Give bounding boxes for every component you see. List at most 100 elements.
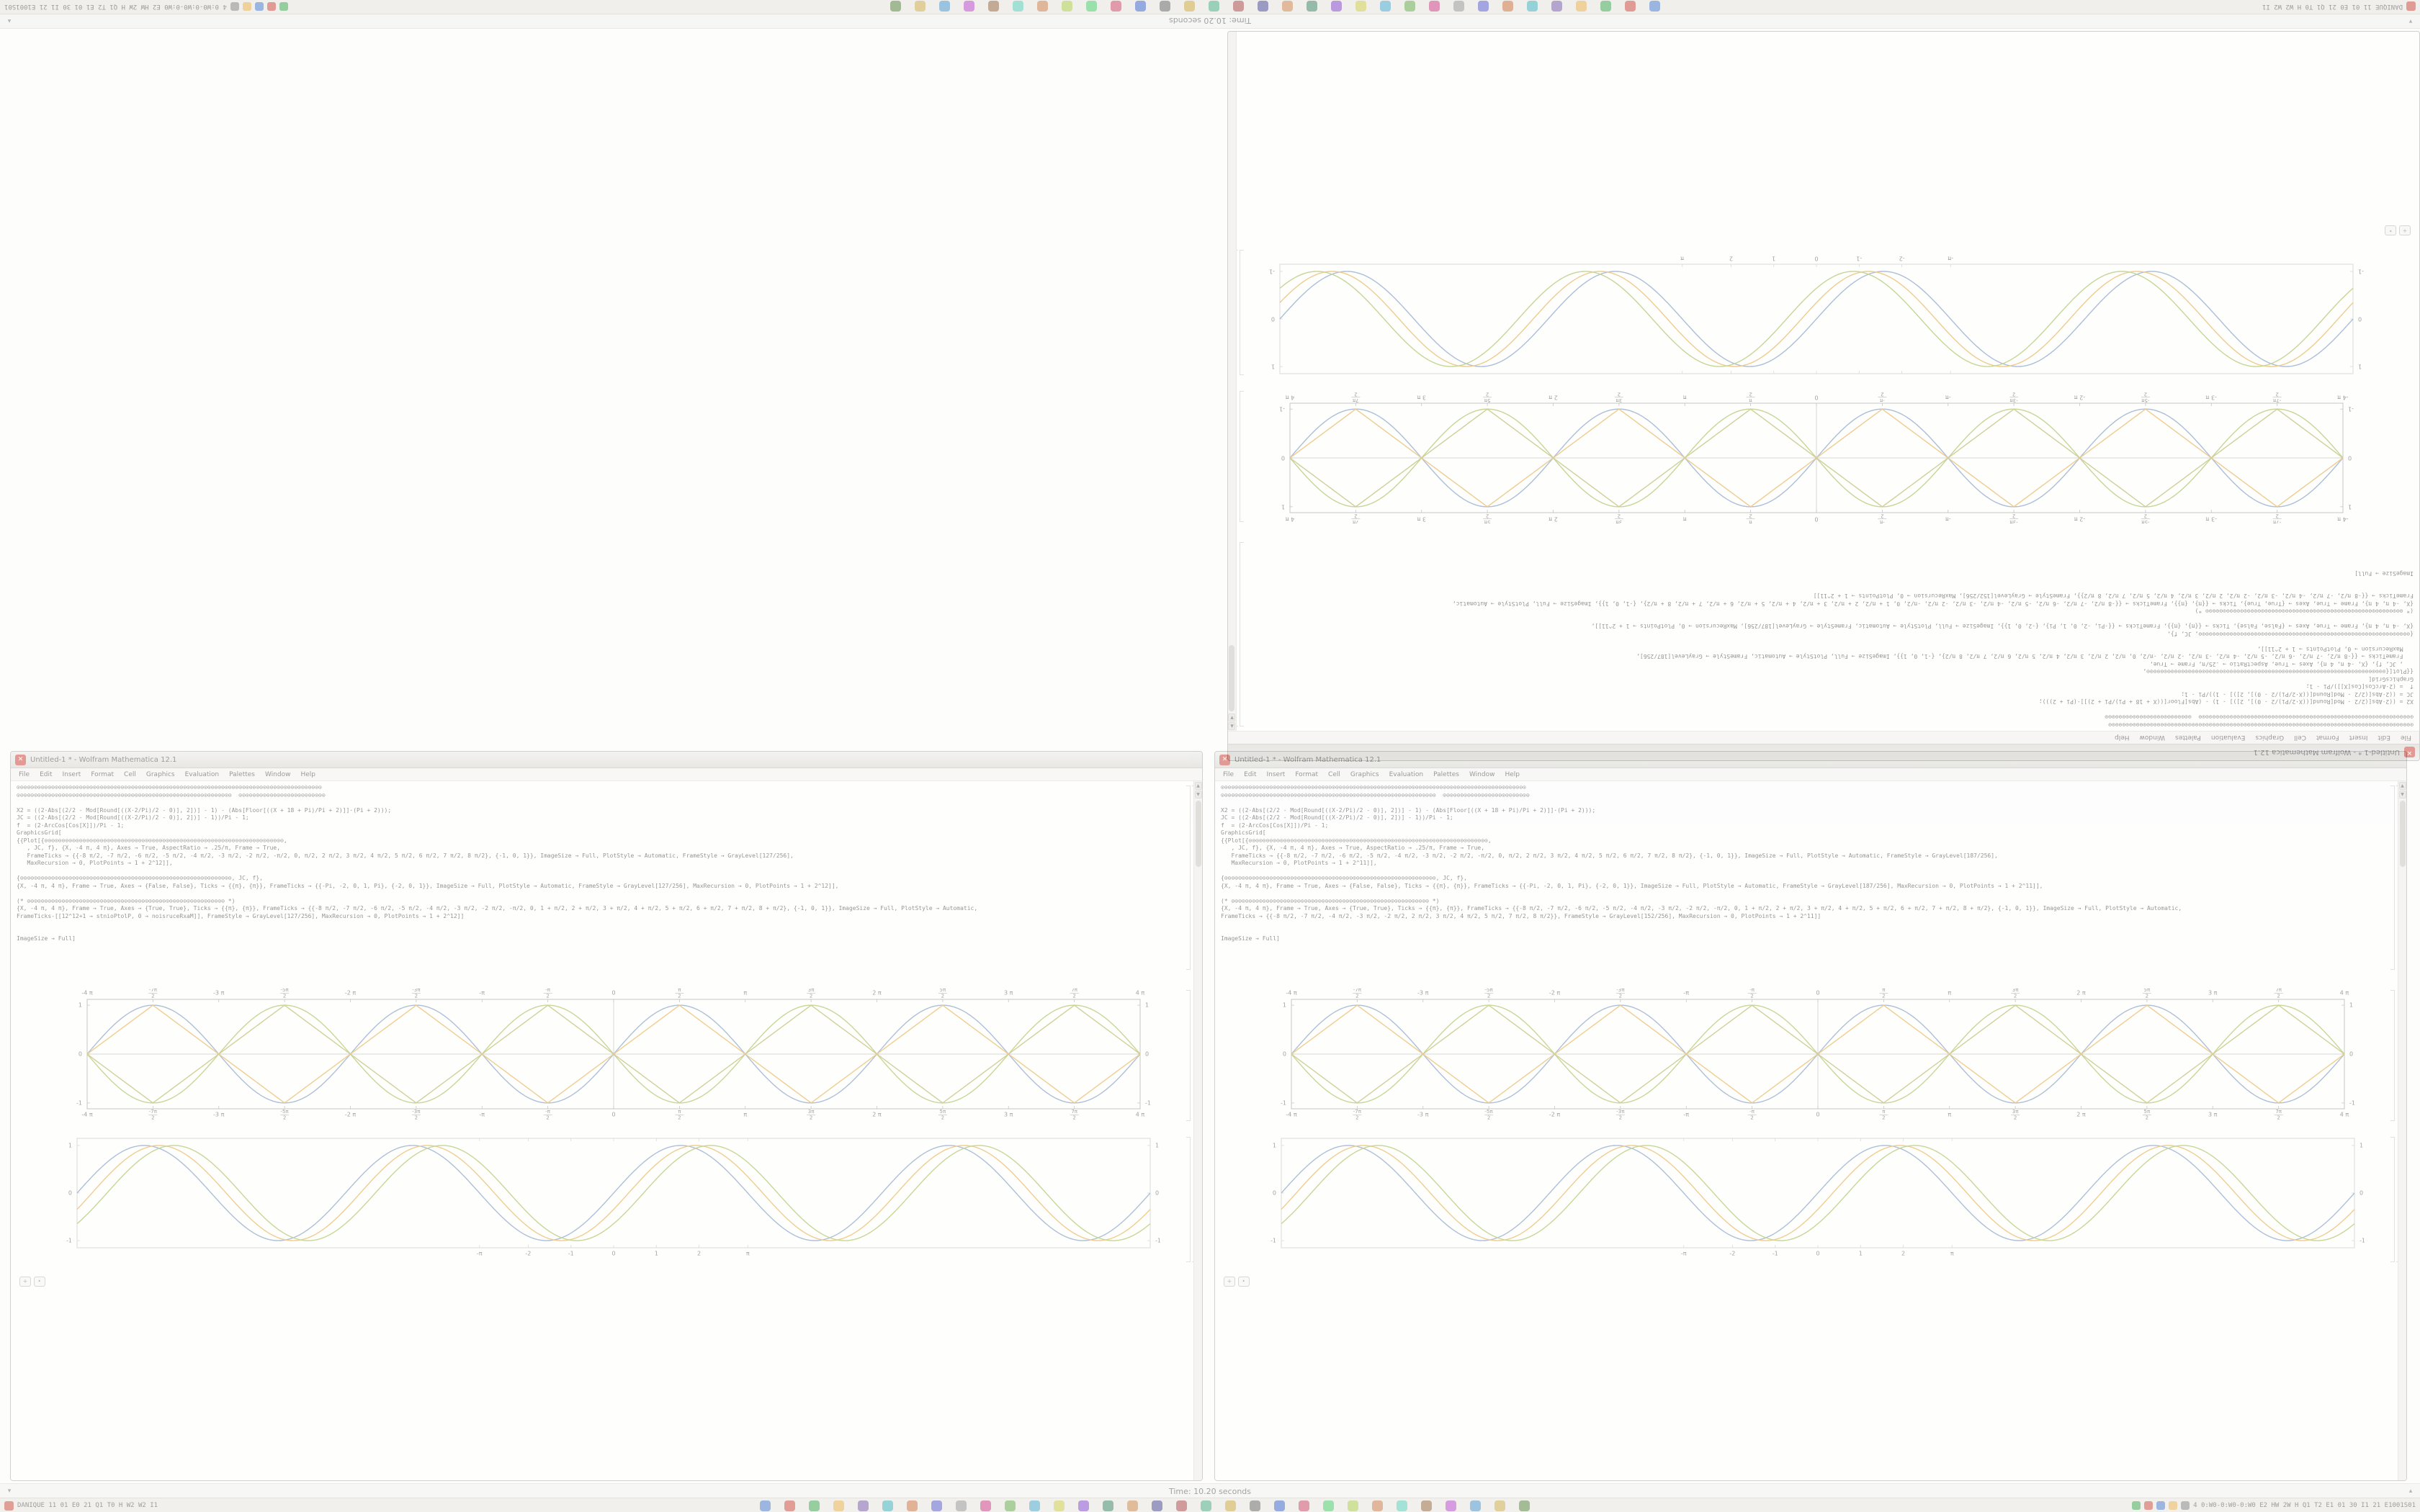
mathematica-window-left[interactable]: ✕ Untitled-1 * - Wolfram Mathematica 12.… (10, 751, 1203, 1481)
workspace-icon[interactable] (4, 1500, 14, 1511)
menu-format[interactable]: Format (1295, 770, 1319, 778)
tick-label: 3π (808, 989, 815, 993)
taskbar-app-icon[interactable] (1054, 1500, 1065, 1511)
taskbar-app-icon[interactable] (956, 1500, 967, 1511)
titlebar[interactable]: ✕ Untitled-1 * - Wolfram Mathematica 12.… (1215, 752, 2406, 768)
tray-icon[interactable] (2144, 1501, 2154, 1510)
code-line (1221, 799, 2385, 807)
close-button[interactable]: ✕ (1219, 754, 1230, 765)
taskbar-app-icon[interactable] (1470, 1500, 1482, 1511)
menu-palettes[interactable]: Palettes (229, 770, 255, 778)
menu-insert[interactable]: Insert (62, 770, 81, 778)
taskbar-app-icon[interactable] (907, 1500, 918, 1511)
cell-options-button[interactable]: ‣ (1238, 1277, 1250, 1287)
tick-label: 3π (808, 1109, 815, 1115)
cell-insert-button[interactable]: + (19, 1277, 31, 1287)
vertical-scrollbar[interactable]: ▲ ▼ (2398, 781, 2406, 1480)
menu-help[interactable]: Help (1505, 770, 1520, 778)
status-bar: ▾ Time: 10.20 seconds ▴ (0, 1483, 2420, 1498)
taskbar-app-icon[interactable] (1029, 1500, 1041, 1511)
taskbar-app-icon[interactable] (1494, 1500, 1506, 1511)
cell-bracket-plot2[interactable] (1186, 1137, 1191, 1262)
cell-insert-button[interactable]: + (1224, 1277, 1235, 1287)
code-cell[interactable]: ⊙⊙⊙⊙⊙⊙⊙⊙⊙⊙⊙⊙⊙⊙⊙⊙⊙⊙⊙⊙⊙⊙⊙⊙⊙⊙⊙⊙⊙⊙⊙⊙⊙⊙⊙⊙⊙⊙⊙⊙… (1221, 784, 2385, 970)
status-left-glyph[interactable]: ▾ (7, 1488, 12, 1495)
taskbar-app-icon[interactable] (784, 1500, 796, 1511)
taskbar-app-icon[interactable] (1201, 1500, 1212, 1511)
menu-palettes[interactable]: Palettes (1433, 770, 1459, 778)
tick-label: π (1882, 989, 1886, 993)
menu-evaluation[interactable]: Evaluation (1389, 770, 1424, 778)
scrollbar-down-button[interactable]: ▼ (2398, 791, 2406, 798)
taskbar-app-icon[interactable] (1421, 1500, 1433, 1511)
taskbar-app-icon[interactable] (760, 1500, 771, 1511)
code-line (17, 799, 1180, 807)
cell-bracket-code[interactable] (2390, 786, 2395, 970)
taskbar-app-icon[interactable] (1250, 1500, 1261, 1511)
tray-icon[interactable] (2181, 1501, 2190, 1510)
tick-label: 2 (2146, 994, 2148, 999)
taskbar-app-icon[interactable] (1519, 1500, 1531, 1511)
menu-evaluation[interactable]: Evaluation (184, 770, 220, 778)
cell-options-button[interactable]: ‣ (34, 1277, 45, 1287)
close-button[interactable]: ✕ (15, 754, 26, 765)
taskbar-app-icon[interactable] (1299, 1500, 1310, 1511)
taskbar-app-icon[interactable] (1274, 1500, 1286, 1511)
menu-file[interactable]: File (19, 770, 30, 778)
tray-icon[interactable] (2156, 1501, 2166, 1510)
tray-icon[interactable] (2132, 1501, 2141, 1510)
tick-label: -π (479, 1112, 485, 1118)
taskbar-app-icon[interactable] (858, 1500, 869, 1511)
code-cell[interactable]: ⊙⊙⊙⊙⊙⊙⊙⊙⊙⊙⊙⊙⊙⊙⊙⊙⊙⊙⊙⊙⊙⊙⊙⊙⊙⊙⊙⊙⊙⊙⊙⊙⊙⊙⊙⊙⊙⊙⊙⊙… (17, 784, 1180, 970)
tick-label: 0 (611, 1251, 615, 1257)
mathematica-window-right[interactable]: ✕ Untitled-1 * - Wolfram Mathematica 12.… (1214, 751, 2407, 1481)
taskbar-app-icon[interactable] (931, 1500, 943, 1511)
cell-bracket-plot1[interactable] (1186, 990, 1191, 1121)
taskbar-app-icon[interactable] (833, 1500, 845, 1511)
titlebar[interactable]: ✕ Untitled-1 * - Wolfram Mathematica 12.… (11, 752, 1202, 768)
cell-bracket-plot1[interactable] (2390, 990, 2395, 1121)
menu-graphics[interactable]: Graphics (1350, 770, 1379, 778)
taskbar-app-icon[interactable] (809, 1500, 820, 1511)
taskbar-app-icon[interactable] (1103, 1500, 1114, 1511)
menu-format[interactable]: Format (91, 770, 115, 778)
scrollbar-thumb[interactable] (2399, 801, 2406, 867)
menu-graphics[interactable]: Graphics (145, 770, 175, 778)
tick-label: -2 π (345, 1112, 357, 1118)
scrollbar-down-button[interactable]: ▼ (1194, 791, 1202, 798)
taskbar-app-icon[interactable] (882, 1500, 894, 1511)
code-line (1221, 868, 2385, 876)
menu-window[interactable]: Window (264, 770, 291, 778)
taskbar-app-icon[interactable] (1323, 1500, 1335, 1511)
taskbar-app-icon[interactable] (1397, 1500, 1408, 1511)
scrollbar-up-button[interactable]: ▲ (2398, 782, 2406, 790)
taskbar-app-icon[interactable] (1372, 1500, 1384, 1511)
tick-label: -1 (1773, 1251, 1778, 1257)
taskbar-app-icon[interactable] (1348, 1500, 1359, 1511)
taskbar-app-icon[interactable] (1176, 1500, 1188, 1511)
menu-cell[interactable]: Cell (1328, 770, 1340, 778)
status-right-glyph[interactable]: ▴ (2408, 1488, 2413, 1495)
taskbar-app-icon[interactable] (1225, 1500, 1237, 1511)
tick-label: 3 π (1004, 990, 1013, 996)
scrollbar-up-button[interactable]: ▲ (1194, 782, 1202, 790)
taskbar-app-icon[interactable] (1127, 1500, 1139, 1511)
taskbar-app-icon[interactable] (980, 1500, 992, 1511)
taskbar-app-icon[interactable] (1152, 1500, 1163, 1511)
cell-bracket-code[interactable] (1186, 786, 1191, 970)
menu-file[interactable]: File (1223, 770, 1234, 778)
menu-help[interactable]: Help (300, 770, 316, 778)
scrollbar-thumb[interactable] (1195, 801, 1201, 867)
taskbar-app-icon[interactable] (1005, 1500, 1016, 1511)
vertical-scrollbar[interactable]: ▲ ▼ (1193, 781, 1202, 1480)
menu-insert[interactable]: Insert (1266, 770, 1286, 778)
menu-window[interactable]: Window (1469, 770, 1495, 778)
tray-icon[interactable] (2169, 1501, 2178, 1510)
taskbar-app-icon[interactable] (1446, 1500, 1457, 1511)
menu-cell[interactable]: Cell (124, 770, 136, 778)
taskbar-app-icon[interactable] (1078, 1500, 1090, 1511)
cell-bracket-plot2[interactable] (2390, 1137, 2395, 1262)
menu-edit[interactable]: Edit (40, 770, 53, 778)
menu-edit[interactable]: Edit (1244, 770, 1257, 778)
